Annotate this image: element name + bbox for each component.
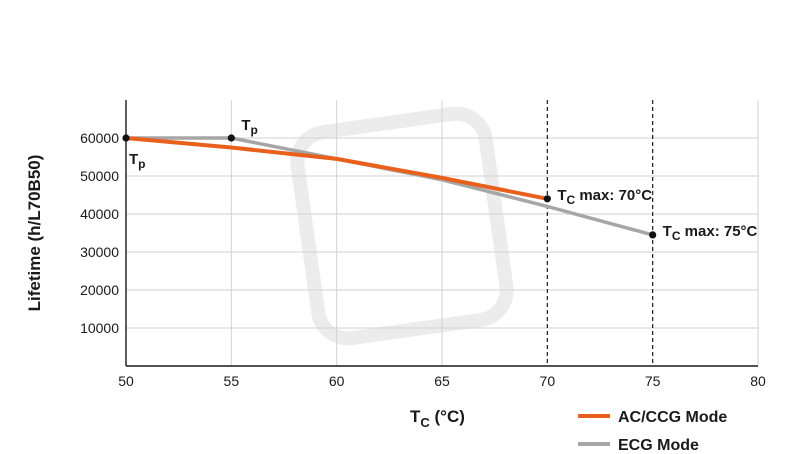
x-tick-label: 70	[540, 373, 556, 389]
y-tick-label: 10000	[80, 320, 119, 336]
data-point-marker	[649, 231, 657, 239]
x-axis-label: TC (°C)	[410, 407, 465, 430]
data-point-marker	[227, 134, 235, 142]
series-line-ecg	[124, 136, 655, 237]
y-tick-label: 30000	[80, 244, 119, 260]
annotation-label: TC max: 70°C	[557, 187, 652, 207]
legend-label: AC/CCG Mode	[618, 409, 727, 426]
legend-label: ECG Mode	[618, 437, 699, 454]
x-tick-label: 65	[434, 373, 450, 389]
x-tick-label: 50	[118, 373, 134, 389]
x-tick-label: 60	[329, 373, 345, 389]
x-tick-label: 75	[645, 373, 661, 389]
y-axis-label: Lifetime (h/L70B50)	[25, 155, 44, 312]
watermark-logo	[290, 106, 514, 346]
annotation-label: Tp	[241, 117, 258, 137]
y-tick-label: 50000	[80, 168, 119, 184]
data-point-marker	[122, 134, 130, 142]
annotation-label: TC max: 75°C	[663, 223, 758, 243]
series-line-ac-ccg	[124, 136, 550, 201]
data-point-marker	[543, 195, 551, 203]
y-tick-label: 20000	[80, 282, 119, 298]
y-tick-label: 60000	[80, 130, 119, 146]
annotation-label: Tp	[129, 151, 146, 171]
y-tick-label: 40000	[80, 206, 119, 222]
x-tick-label: 80	[750, 373, 766, 389]
x-tick-label: 55	[224, 373, 240, 389]
